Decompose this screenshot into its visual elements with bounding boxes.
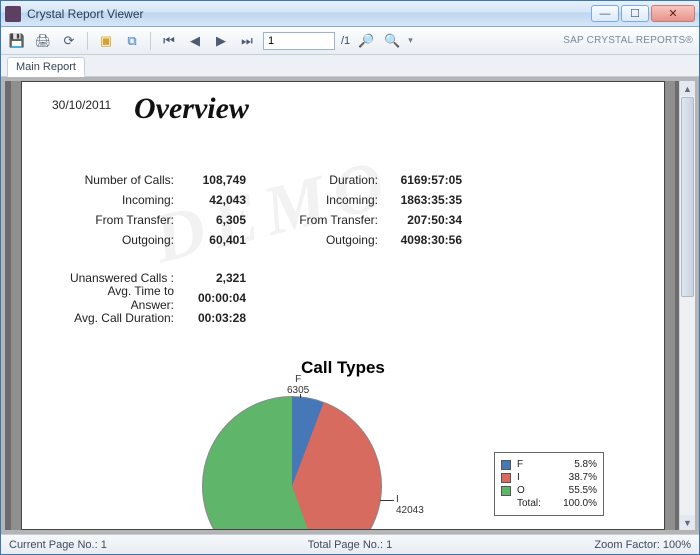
stat-label: Incoming:: [62, 193, 180, 207]
page-container: DEMO 30/10/2011 Overview Number of Calls…: [11, 81, 675, 530]
report-date: 30/10/2011: [52, 98, 111, 112]
app-icon: [5, 6, 21, 22]
tab-bar: Main Report: [1, 55, 699, 77]
stat-label: Duration:: [268, 173, 384, 187]
legend-label: I: [517, 472, 535, 483]
stat-value: 00:00:04: [180, 291, 246, 305]
pie-slices: [202, 396, 382, 530]
stat-label: Incoming:: [268, 193, 384, 207]
tab-main-report[interactable]: Main Report: [7, 57, 85, 77]
stat-value: 207:50:34: [384, 213, 462, 227]
stat-label: From Transfer:: [62, 213, 180, 227]
legend-value: 5.8%: [535, 459, 597, 470]
print-icon[interactable]: 🖨: [33, 31, 53, 51]
scroll-down-icon[interactable]: ▼: [680, 515, 695, 530]
callout-line: [300, 394, 301, 398]
stat-row: Incoming: 42,043 Incoming: 1863:35:35: [62, 190, 482, 210]
legend-row: I 38.7%: [501, 471, 597, 484]
stat-label: Unanswered Calls :: [62, 271, 180, 285]
report-page: DEMO 30/10/2011 Overview Number of Calls…: [21, 81, 665, 530]
next-page-icon[interactable]: ▶: [211, 31, 231, 51]
stat-label: Avg. Time to Answer:: [62, 284, 180, 312]
export-icon[interactable]: 💾: [7, 31, 27, 51]
window-title: Crystal Report Viewer: [27, 7, 591, 21]
pie-chart: F 6305 I 42043 O 60401: [192, 382, 392, 530]
pie-legend: F 5.8% I 38.7% O 55.5%: [494, 452, 604, 516]
stat-value: 42,043: [180, 193, 246, 207]
legend-total-label: Total:: [517, 498, 547, 509]
stat-row: Avg. Time to Answer: 00:00:04: [62, 288, 482, 308]
page-number-input[interactable]: [263, 32, 335, 50]
status-bar: Current Page No.: 1 Total Page No.: 1 Zo…: [1, 534, 699, 554]
zoom-icon[interactable]: 🔍: [382, 31, 402, 51]
minimize-button[interactable]: —: [591, 5, 619, 22]
toggle-params-icon[interactable]: ▣: [96, 31, 116, 51]
stat-label: Number of Calls:: [62, 173, 180, 187]
legend-swatch: [501, 473, 511, 483]
report-title: Overview: [134, 92, 249, 126]
legend-total-value: 100.0%: [547, 498, 597, 509]
brand-label: SAP CRYSTAL REPORTS®: [563, 35, 693, 46]
status-total-page: Total Page No.: 1: [236, 539, 463, 551]
zoom-dropdown-icon[interactable]: ▾: [408, 35, 413, 46]
page-shadow: [5, 81, 11, 530]
titlebar[interactable]: Crystal Report Viewer — ☐ ✕: [1, 1, 699, 27]
stat-value: 6,305: [180, 213, 246, 227]
report-viewer-window: Crystal Report Viewer — ☐ ✕ 💾 🖨 ⟳ ▣ ⧉ ⏮ …: [0, 0, 700, 555]
stat-value: 6169:57:05: [384, 173, 462, 187]
callout-f: F 6305: [287, 374, 309, 396]
separator: [150, 32, 151, 50]
legend-value: 55.5%: [535, 485, 597, 496]
stat-value: 00:03:28: [180, 311, 246, 325]
separator: [87, 32, 88, 50]
stat-value: 108,749: [180, 173, 246, 187]
stat-label: Outgoing:: [62, 233, 180, 247]
legend-swatch: [501, 486, 511, 496]
toolbar: 💾 🖨 ⟳ ▣ ⧉ ⏮ ◀ ▶ ⏭ /1 🔎 🔍 ▾ SAP CRYSTAL R…: [1, 27, 699, 55]
scroll-thumb[interactable]: [681, 97, 694, 297]
callout-i: I 42043: [396, 494, 424, 516]
legend-total-row: Total: 100.0%: [501, 497, 597, 510]
first-page-icon[interactable]: ⏮: [159, 31, 179, 51]
callout-line: [380, 500, 394, 501]
stat-value: 60,401: [180, 233, 246, 247]
vertical-scrollbar[interactable]: ▲ ▼: [679, 81, 695, 530]
stat-row: From Transfer: 6,305 From Transfer: 207:…: [62, 210, 482, 230]
stats-block: Number of Calls: 108,749 Duration: 6169:…: [62, 170, 482, 328]
legend-swatch: [501, 460, 511, 470]
find-icon[interactable]: 🔎: [356, 31, 376, 51]
legend-label: F: [517, 459, 535, 470]
stat-label: Avg. Call Duration:: [62, 311, 180, 325]
legend-value: 38.7%: [535, 472, 597, 483]
stat-label: Outgoing:: [268, 233, 384, 247]
stat-row: Outgoing: 60,401 Outgoing: 4098:30:56: [62, 230, 482, 250]
stat-label: From Transfer:: [268, 213, 384, 227]
status-zoom: Zoom Factor: 100%: [464, 539, 691, 551]
page-total-label: /1: [341, 35, 350, 47]
legend-row: O 55.5%: [501, 484, 597, 497]
scroll-up-icon[interactable]: ▲: [680, 81, 695, 96]
toggle-tree-icon[interactable]: ⧉: [122, 31, 142, 51]
legend-row: F 5.8%: [501, 458, 597, 471]
stat-value: 1863:35:35: [384, 193, 462, 207]
prev-page-icon[interactable]: ◀: [185, 31, 205, 51]
maximize-button[interactable]: ☐: [621, 5, 649, 22]
window-buttons: — ☐ ✕: [591, 5, 695, 22]
stat-value: 2,321: [180, 271, 246, 285]
stat-value: 4098:30:56: [384, 233, 462, 247]
chart-title: Call Types: [22, 358, 664, 378]
refresh-icon[interactable]: ⟳: [59, 31, 79, 51]
close-button[interactable]: ✕: [651, 5, 695, 22]
stat-row: Number of Calls: 108,749 Duration: 6169:…: [62, 170, 482, 190]
status-current-page: Current Page No.: 1: [9, 539, 236, 551]
stat-row: Avg. Call Duration: 00:03:28: [62, 308, 482, 328]
legend-label: O: [517, 485, 535, 496]
last-page-icon[interactable]: ⏭: [237, 31, 257, 51]
viewer-area: DEMO 30/10/2011 Overview Number of Calls…: [1, 77, 699, 534]
